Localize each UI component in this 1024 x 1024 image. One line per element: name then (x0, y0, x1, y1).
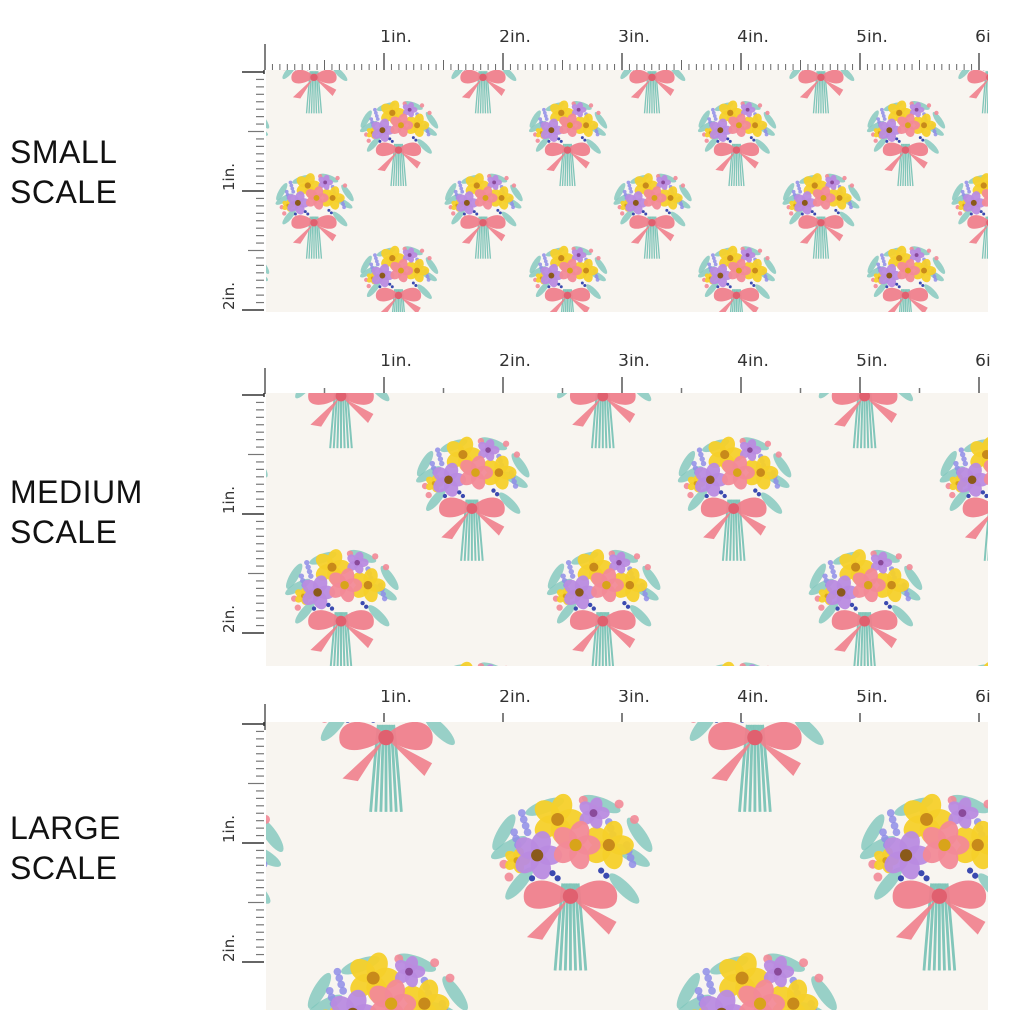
bouquet-motif (673, 722, 841, 812)
ruler-inch-label: 2in. (499, 690, 531, 707)
ruler-inch-label: 3in. (618, 690, 650, 707)
bouquet-motif (304, 722, 472, 812)
bouquet-motif (304, 950, 472, 1010)
bouquet-motif (488, 791, 656, 970)
fabric-swatch-large (266, 722, 988, 1010)
ruler-inch-label: 5in. (856, 690, 888, 707)
vertical-ruler: 1in. 2in. (206, 722, 266, 1012)
vruler-inch-label: 1in. (220, 815, 238, 843)
bouquet-motif (857, 791, 988, 970)
bouquet-motif (673, 950, 841, 1010)
vruler-inch-label: 2in. (220, 934, 238, 962)
ruler-inch-label: 4in. (737, 690, 769, 707)
scale-label-line2: SCALE (10, 848, 121, 888)
bouquet-motif (266, 791, 288, 970)
ruler-inch-label: 6in. (975, 690, 992, 707)
scale-label-large: LARGE SCALE (10, 808, 121, 888)
ruler-inch-label: 1in. (380, 690, 412, 707)
scale-label-line1: LARGE (10, 808, 121, 848)
